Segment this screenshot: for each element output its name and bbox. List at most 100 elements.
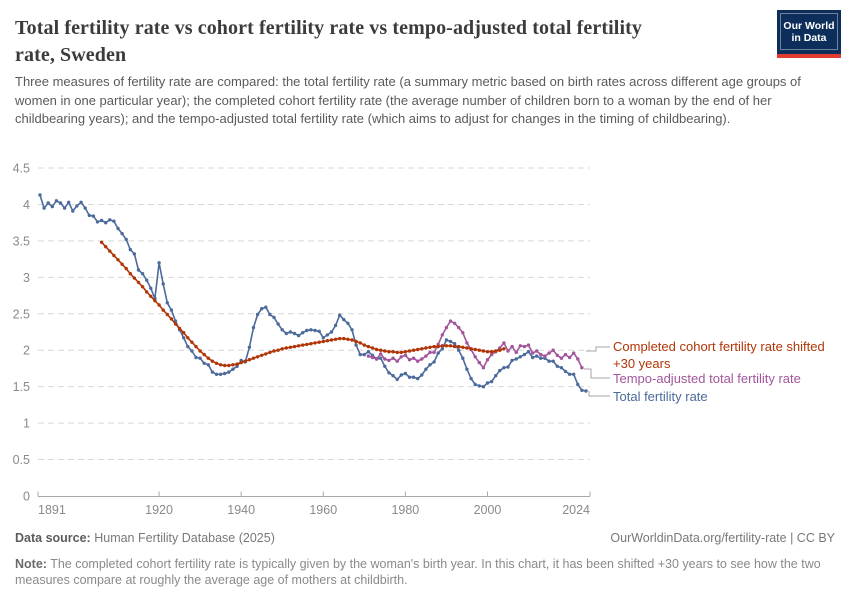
series-point-tempo-adjusted-total-fertility-rate[interactable] [555, 353, 559, 357]
series-point-tempo-adjusted-total-fertility-rate[interactable] [563, 352, 568, 357]
series-point-total-fertility-rate[interactable] [489, 379, 494, 384]
series-point-total-fertility-rate[interactable] [526, 350, 531, 354]
series-point-total-fertility-rate[interactable] [198, 356, 202, 360]
series-point-total-fertility-rate[interactable] [469, 376, 473, 381]
series-point-total-fertility-rate[interactable] [338, 313, 342, 317]
series-point-completed-cohort-fertility-rate-shifted-30-years[interactable] [116, 258, 120, 262]
series-point-total-fertility-rate[interactable] [202, 361, 206, 365]
series-point-total-fertility-rate[interactable] [518, 355, 522, 359]
series-point-total-fertility-rate[interactable] [161, 282, 165, 286]
series-point-total-fertility-rate[interactable] [251, 325, 256, 330]
series-point-completed-cohort-fertility-rate-shifted-30-years[interactable] [296, 344, 301, 348]
series-point-total-fertility-rate[interactable] [280, 328, 284, 332]
series-point-total-fertility-rate[interactable] [165, 301, 169, 305]
series-point-total-fertility-rate[interactable] [292, 331, 297, 336]
series-point-tempo-adjusted-total-fertility-rate[interactable] [535, 349, 539, 353]
series-point-total-fertility-rate[interactable] [317, 329, 321, 333]
series-point-completed-cohort-fertility-rate-shifted-30-years[interactable] [411, 348, 416, 352]
series-point-completed-cohort-fertility-rate-shifted-30-years[interactable] [374, 347, 379, 352]
series-point-total-fertility-rate[interactable] [210, 370, 215, 374]
series-point-completed-cohort-fertility-rate-shifted-30-years[interactable] [202, 352, 206, 357]
series-point-total-fertility-rate[interactable] [301, 331, 305, 335]
series-point-completed-cohort-fertility-rate-shifted-30-years[interactable] [440, 344, 444, 348]
series-point-tempo-adjusted-total-fertility-rate[interactable] [407, 358, 412, 362]
series-point-completed-cohort-fertility-rate-shifted-30-years[interactable] [292, 344, 297, 349]
series-point-total-fertility-rate[interactable] [420, 373, 424, 377]
series-point-total-fertility-rate[interactable] [120, 231, 124, 236]
series-point-total-fertility-rate[interactable] [329, 330, 334, 334]
series-point-total-fertility-rate[interactable] [95, 220, 100, 224]
series-point-total-fertility-rate[interactable] [140, 272, 145, 276]
series-point-completed-cohort-fertility-rate-shifted-30-years[interactable] [407, 349, 412, 353]
series-point-total-fertility-rate[interactable] [465, 367, 469, 371]
series-point-completed-cohort-fertility-rate-shifted-30-years[interactable] [231, 363, 235, 367]
series-point-tempo-adjusted-total-fertility-rate[interactable] [432, 350, 436, 355]
series-point-completed-cohort-fertility-rate-shifted-30-years[interactable] [329, 338, 334, 342]
series-point-completed-cohort-fertility-rate-shifted-30-years[interactable] [403, 350, 408, 354]
series-point-total-fertility-rate[interactable] [436, 351, 440, 355]
series-point-tempo-adjusted-total-fertility-rate[interactable] [526, 343, 531, 347]
series-point-total-fertility-rate[interactable] [260, 307, 264, 311]
series-point-total-fertility-rate[interactable] [255, 312, 260, 317]
series-point-completed-cohort-fertility-rate-shifted-30-years[interactable] [268, 350, 272, 355]
series-point-total-fertility-rate[interactable] [313, 328, 317, 333]
series-point-completed-cohort-fertility-rate-shifted-30-years[interactable] [502, 347, 506, 351]
series-point-total-fertility-rate[interactable] [108, 218, 112, 222]
series-point-total-fertility-rate[interactable] [206, 363, 210, 367]
series-point-completed-cohort-fertility-rate-shifted-30-years[interactable] [128, 272, 132, 276]
series-point-tempo-adjusted-total-fertility-rate[interactable] [399, 355, 403, 359]
series-point-completed-cohort-fertility-rate-shifted-30-years[interactable] [223, 363, 227, 368]
series-point-total-fertility-rate[interactable] [296, 333, 301, 338]
series-point-total-fertility-rate[interactable] [46, 201, 50, 205]
series-point-tempo-adjusted-total-fertility-rate[interactable] [485, 358, 490, 362]
series-point-completed-cohort-fertility-rate-shifted-30-years[interactable] [424, 346, 428, 350]
series-point-total-fertility-rate[interactable] [186, 344, 190, 349]
series-point-completed-cohort-fertility-rate-shifted-30-years[interactable] [387, 350, 391, 354]
series-point-completed-cohort-fertility-rate-shifted-30-years[interactable] [399, 350, 403, 355]
series-point-total-fertility-rate[interactable] [428, 363, 432, 367]
series-point-total-fertility-rate[interactable] [481, 385, 486, 389]
owid-logo[interactable]: Our World in Data [777, 10, 841, 58]
series-point-completed-cohort-fertility-rate-shifted-30-years[interactable] [136, 280, 141, 285]
series-point-completed-cohort-fertility-rate-shifted-30-years[interactable] [104, 245, 108, 249]
series-point-total-fertility-rate[interactable] [223, 371, 227, 376]
series-point-total-fertility-rate[interactable] [407, 375, 412, 379]
series-point-completed-cohort-fertility-rate-shifted-30-years[interactable] [235, 362, 239, 366]
series-point-tempo-adjusted-total-fertility-rate[interactable] [559, 356, 564, 360]
series-point-completed-cohort-fertility-rate-shifted-30-years[interactable] [444, 344, 449, 348]
series-point-completed-cohort-fertility-rate-shifted-30-years[interactable] [489, 350, 494, 354]
series-point-total-fertility-rate[interactable] [54, 199, 59, 203]
series-point-total-fertility-rate[interactable] [494, 374, 498, 378]
series-point-total-fertility-rate[interactable] [391, 374, 395, 378]
series-point-total-fertility-rate[interactable] [424, 367, 428, 371]
series-point-tempo-adjusted-total-fertility-rate[interactable] [411, 356, 416, 360]
series-point-total-fertility-rate[interactable] [416, 376, 420, 381]
series-point-total-fertility-rate[interactable] [42, 206, 46, 210]
series-point-tempo-adjusted-total-fertility-rate[interactable] [489, 352, 494, 357]
series-point-completed-cohort-fertility-rate-shifted-30-years[interactable] [477, 348, 481, 352]
series-point-tempo-adjusted-total-fertility-rate[interactable] [416, 359, 420, 363]
series-point-total-fertility-rate[interactable] [309, 328, 313, 332]
legend-item-cohort-shifted[interactable]: Completed cohort fertility rate shifted … [613, 338, 845, 372]
series-point-total-fertility-rate[interactable] [440, 347, 444, 351]
series-point-total-fertility-rate[interactable] [91, 214, 96, 218]
series-point-total-fertility-rate[interactable] [346, 321, 350, 325]
series-point-completed-cohort-fertility-rate-shifted-30-years[interactable] [325, 339, 330, 343]
series-point-tempo-adjusted-total-fertility-rate[interactable] [567, 355, 572, 360]
series-point-total-fertility-rate[interactable] [75, 204, 79, 208]
series-point-completed-cohort-fertility-rate-shifted-30-years[interactable] [354, 339, 358, 344]
series-point-total-fertility-rate[interactable] [272, 315, 276, 320]
series-point-total-fertility-rate[interactable] [182, 336, 186, 340]
series-point-completed-cohort-fertility-rate-shifted-30-years[interactable] [124, 266, 128, 271]
series-point-total-fertility-rate[interactable] [510, 358, 514, 363]
series-point-completed-cohort-fertility-rate-shifted-30-years[interactable] [420, 347, 424, 351]
series-point-total-fertility-rate[interactable] [276, 322, 280, 326]
series-point-total-fertility-rate[interactable] [132, 252, 137, 256]
series-point-completed-cohort-fertility-rate-shifted-30-years[interactable] [362, 343, 366, 347]
series-point-total-fertility-rate[interactable] [71, 209, 75, 213]
series-point-completed-cohort-fertility-rate-shifted-30-years[interactable] [494, 349, 498, 353]
series-point-total-fertility-rate[interactable] [62, 206, 67, 210]
series-point-completed-cohort-fertility-rate-shifted-30-years[interactable] [186, 336, 190, 340]
series-point-tempo-adjusted-total-fertility-rate[interactable] [383, 357, 387, 361]
series-point-completed-cohort-fertility-rate-shifted-30-years[interactable] [198, 349, 202, 353]
